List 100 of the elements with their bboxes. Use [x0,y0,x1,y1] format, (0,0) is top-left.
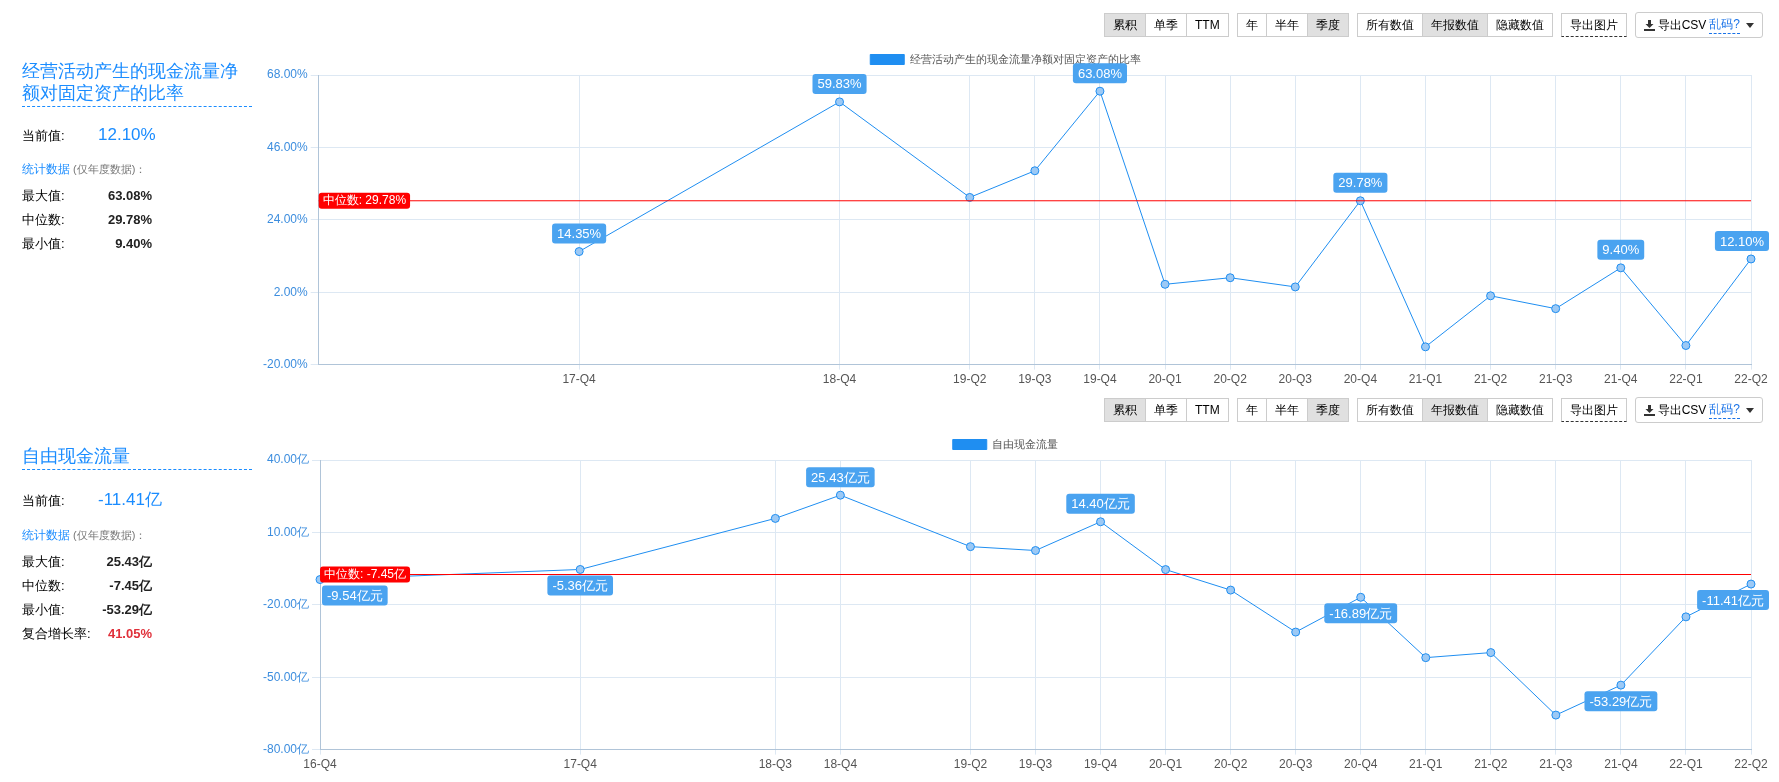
point [1746,579,1756,589]
text: 当前值: 12.10% [22,125,156,144]
point [835,490,845,500]
x-tick-label: 20-Q2 [1213,372,1248,387]
legend-label: 经营活动产生的现金流量净额对固定资产的比率 [909,52,1141,65]
x-tick-label: 17-Q4 [562,372,597,387]
x-tick-label: 19-Q2 [953,372,987,387]
y-tick-label: 10.00亿 [266,524,310,539]
data-label: 14.35% [557,226,602,242]
x-tick-label: 21-Q2 [1474,757,1508,772]
text: 隐藏数值 [1486,398,1553,422]
x-tick-label: 21-Q3 [1539,757,1573,772]
y-tick-label: -20.00亿 [262,597,310,612]
data-label: 59.83% [817,76,863,92]
point [965,192,975,202]
x-tick-label: 17-Q4 [563,757,598,772]
x-tick-label: 18-Q4 [822,372,857,387]
x-tick-label: 19-Q4 [1083,757,1118,772]
point [575,564,585,574]
text: 累积 [1103,13,1146,37]
x-tick-label: 16-Q4 [303,757,338,772]
text: 统计数据 (仅年度数据)： [22,162,147,176]
ref-line-label: 中位数: -7.45亿 [324,566,407,581]
point [1225,273,1235,283]
text: 隐藏数值 [1486,13,1553,37]
point [1095,86,1105,96]
text: 年 [1236,13,1267,37]
text: TTM [1185,398,1229,422]
x-tick-label: 20-Q1 [1148,757,1183,772]
data-label: 14.40亿元 [1071,496,1130,512]
x-tick-label: 19-Q2 [953,757,988,772]
x-tick-label: 21-Q2 [1473,372,1508,387]
x-tick-label: 20-Q4 [1344,757,1378,772]
text: 统计数据 (仅年度数据)： [22,528,147,542]
data-label: -5.36亿元 [552,578,609,594]
data-label: 29.78% [1338,175,1383,191]
point [1356,592,1366,602]
point [1160,279,1170,289]
text: 季度 [1306,13,1349,37]
x-tick-label: 20-Q3 [1278,372,1313,387]
point [1486,648,1496,658]
text: 复合增长率: 41.05% [22,626,152,641]
data-label: -53.29亿元 [1589,693,1653,709]
point [1291,627,1301,637]
point [835,97,845,107]
point [770,513,780,523]
x-tick-label: 22-Q2 [1734,757,1768,772]
data-label: 63.08% [1077,65,1123,81]
text: 最小值: 9.40% [22,236,152,251]
x-tick-label: 18-Q4 [823,757,858,772]
point [1031,546,1041,555]
x-tick-label: 21-Q1 [1408,372,1443,387]
point [1616,263,1626,273]
y-tick-label: 40.00亿 [266,452,310,467]
x-tick-label: 20-Q2 [1213,757,1248,772]
text: 导出CSV [1657,401,1707,419]
point [1290,282,1300,292]
point [1226,585,1236,595]
point [1486,291,1496,301]
text: 年报数值 [1421,13,1488,37]
text: 经营活动产生的现金流量净额对固定资产的比率 [22,60,252,107]
point [1420,342,1430,352]
x-tick-label: 21-Q1 [1409,757,1443,772]
x-tick-label: 21-Q3 [1539,372,1573,387]
point [1746,254,1756,264]
point [1096,517,1106,527]
x-tick-label: 20-Q3 [1279,757,1313,772]
y-tick-label: -20.00% [262,356,309,371]
point [1421,653,1431,663]
text: 最小值: -53.29亿 [22,602,152,617]
text: 导出CSV [1657,16,1707,34]
point [574,247,584,257]
text: 导出图片 [1560,398,1627,422]
point [1551,304,1561,314]
data-label: -11.41亿元 [1702,592,1765,608]
text: 自由现金流量 [22,445,252,470]
data-label: 12.10% [1719,233,1765,249]
x-tick-label: 19-Q3 [1018,757,1053,772]
text: 当前值: -11.41亿 [22,490,162,509]
y-tick-label: 46.00% [266,139,309,154]
x-tick-label: 22-Q2 [1734,372,1768,387]
point [1681,341,1691,351]
text: 季度 [1306,398,1349,422]
y-tick-label: -80.00亿 [262,741,310,756]
y-tick-label: 2.00% [273,284,309,299]
text: 单季 [1144,13,1187,37]
x-tick-label: 20-Q1 [1148,372,1183,387]
text: 最大值: 63.08% [22,188,152,203]
data-label: -16.89亿元 [1329,605,1393,621]
x-tick-label: 21-Q4 [1604,372,1638,387]
text: 所有数值 [1356,398,1423,422]
text: 年报数值 [1421,398,1488,422]
text: 乱码? [1709,401,1740,419]
x-tick-label: 20-Q4 [1343,372,1378,387]
data-label: 9.40% [1602,242,1640,258]
text: 所有数值 [1356,13,1423,37]
x-tick-label: 18-Q3 [758,757,793,772]
text: 中位数: 29.78% [22,212,152,227]
ref-line-label: 中位数: 29.78% [322,193,407,208]
text: 单季 [1144,398,1187,422]
